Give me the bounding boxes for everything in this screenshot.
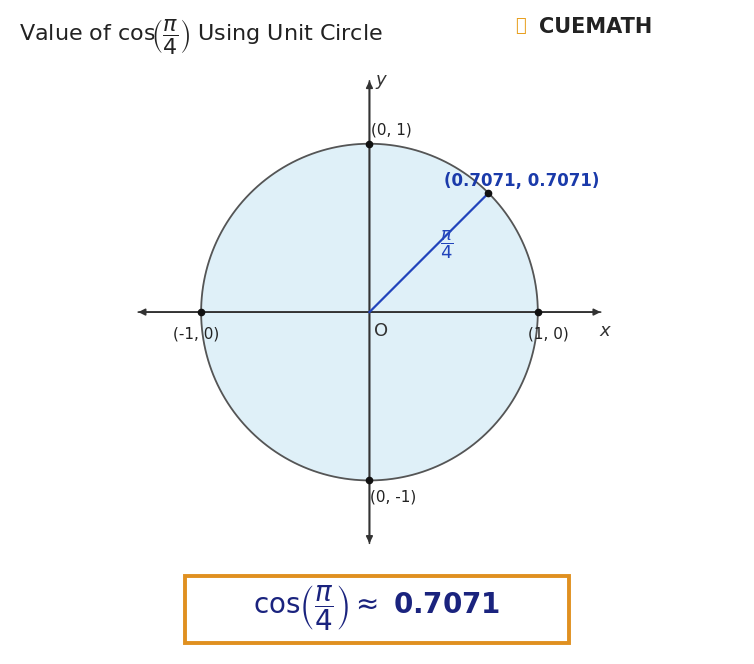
Text: (0, 1): (0, 1) xyxy=(371,123,412,137)
Text: (1, 0): (1, 0) xyxy=(528,327,569,341)
Text: y: y xyxy=(376,71,387,89)
Text: (-1, 0): (-1, 0) xyxy=(173,327,219,341)
Text: x: x xyxy=(600,321,611,339)
Text: $\dfrac{\pi}{4}$: $\dfrac{\pi}{4}$ xyxy=(440,229,453,262)
Text: O: O xyxy=(374,321,388,339)
FancyBboxPatch shape xyxy=(185,576,569,643)
Text: $\cos\!\left(\dfrac{\pi}{4}\right) \approx\ \mathbf{0.7071}$: $\cos\!\left(\dfrac{\pi}{4}\right) \appr… xyxy=(253,583,501,633)
Polygon shape xyxy=(201,143,538,481)
Text: (0.7071, 0.7071): (0.7071, 0.7071) xyxy=(444,172,600,191)
Text: Value of $\mathrm{cos}\!\left(\dfrac{\pi}{4}\right)$ Using Unit Circle: Value of $\mathrm{cos}\!\left(\dfrac{\pi… xyxy=(19,17,383,56)
Text: (0, -1): (0, -1) xyxy=(370,490,416,505)
Text: CUEMATH: CUEMATH xyxy=(539,17,652,37)
Text: 🚀: 🚀 xyxy=(516,17,533,35)
